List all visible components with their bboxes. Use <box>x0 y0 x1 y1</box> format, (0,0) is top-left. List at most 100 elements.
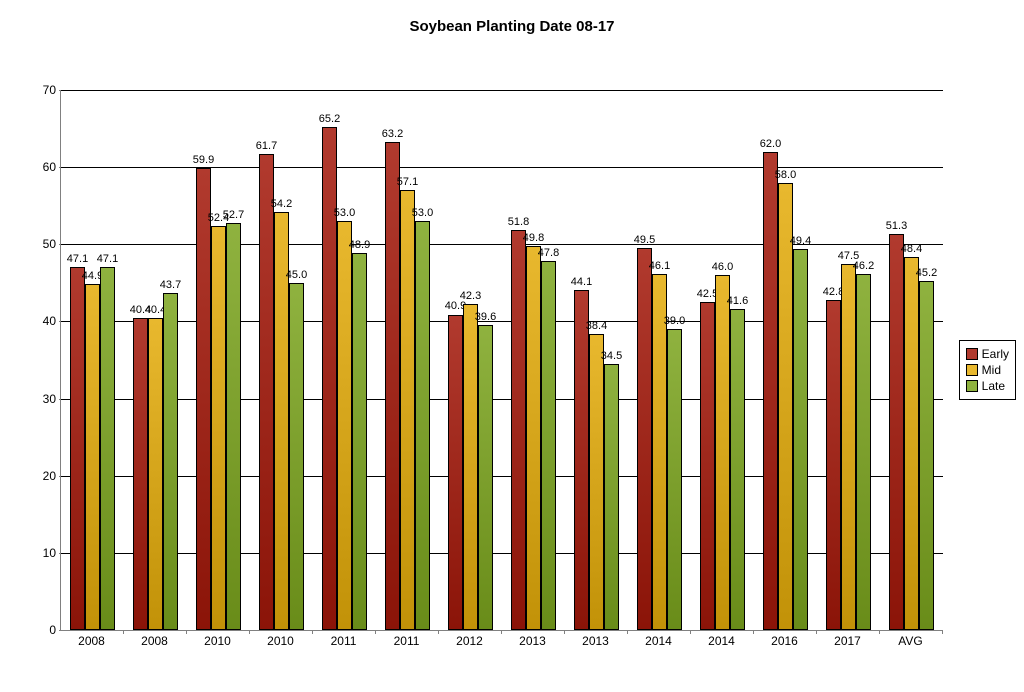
bar-late <box>352 253 367 630</box>
bar-value-label: 59.9 <box>193 154 214 166</box>
bar-mid <box>148 318 163 630</box>
bar-early <box>133 318 148 630</box>
legend-swatch <box>966 364 978 376</box>
bar-value-label: 43.7 <box>160 279 181 291</box>
gridline <box>61 399 943 400</box>
bar-value-label: 65.2 <box>319 113 340 125</box>
bar-late <box>163 293 178 630</box>
x-tick-label: 2010 <box>267 634 294 648</box>
legend-item-late: Late <box>966 379 1009 393</box>
bar-early <box>322 127 337 630</box>
gridline <box>61 321 943 322</box>
bar-value-label: 42.3 <box>460 290 481 302</box>
bar-value-label: 47.1 <box>97 253 118 265</box>
bar-value-label: 45.0 <box>286 269 307 281</box>
bar-late <box>856 274 871 630</box>
bar-value-label: 63.2 <box>382 128 403 140</box>
bar-mid <box>526 246 541 630</box>
bar-mid <box>85 284 100 630</box>
x-tick-label: 2016 <box>771 634 798 648</box>
bar-value-label: 48.4 <box>901 243 922 255</box>
bar-late <box>919 281 934 630</box>
bar-late <box>415 221 430 630</box>
bar-mid <box>400 190 415 630</box>
x-tick-label: 2013 <box>519 634 546 648</box>
bar-value-label: 51.8 <box>508 216 529 228</box>
bar-mid <box>652 274 667 630</box>
bar-mid <box>778 183 793 630</box>
bar-early <box>574 290 589 630</box>
bar-value-label: 34.5 <box>601 350 622 362</box>
y-tick-label: 40 <box>32 314 56 328</box>
bar-late <box>604 364 619 630</box>
bar-value-label: 61.7 <box>256 140 277 152</box>
bar-mid <box>463 304 478 630</box>
x-tick-label: 2014 <box>645 634 672 648</box>
bar-value-label: 62.0 <box>760 138 781 150</box>
x-tick-label: 2011 <box>394 634 420 648</box>
bar-early <box>826 300 841 630</box>
legend-label: Mid <box>982 363 1001 377</box>
bar-early <box>70 267 85 630</box>
legend: Early Mid Late <box>959 340 1016 400</box>
x-tick-label: 2017 <box>834 634 861 648</box>
x-tick-label: 2008 <box>78 634 105 648</box>
y-tick-label: 60 <box>32 160 56 174</box>
y-tick-label: 70 <box>32 83 56 97</box>
x-tick-label: 2012 <box>456 634 483 648</box>
gridline <box>61 90 943 91</box>
bar-early <box>637 248 652 630</box>
bar-mid <box>715 275 730 630</box>
gridline <box>61 553 943 554</box>
bar-mid <box>841 264 856 630</box>
bar-late <box>667 329 682 630</box>
bar-late <box>730 309 745 630</box>
bar-late <box>541 261 556 630</box>
gridline <box>61 476 943 477</box>
y-tick-label: 20 <box>32 469 56 483</box>
bar-early <box>511 230 526 630</box>
y-tick-label: 50 <box>32 237 56 251</box>
bar-early <box>385 142 400 630</box>
y-tick-label: 30 <box>32 392 56 406</box>
bar-value-label: 47.1 <box>67 253 88 265</box>
bar-early <box>448 315 463 631</box>
legend-label: Early <box>982 347 1009 361</box>
gridline <box>61 167 943 168</box>
bar-early <box>763 152 778 630</box>
chart-title: Soybean Planting Date 08-17 <box>0 0 1024 45</box>
plot-area: 47.144.947.140.440.443.759.952.452.761.7… <box>60 90 943 631</box>
x-tick-label: AVG <box>898 634 922 648</box>
bar-value-label: 54.2 <box>271 198 292 210</box>
bar-late <box>226 223 241 630</box>
bar-value-label: 52.7 <box>223 209 244 221</box>
legend-item-mid: Mid <box>966 363 1009 377</box>
x-tick-label: 2011 <box>331 634 357 648</box>
legend-item-early: Early <box>966 347 1009 361</box>
bar-value-label: 46.2 <box>853 260 874 272</box>
bar-early <box>196 168 211 630</box>
y-tick-label: 10 <box>32 546 56 560</box>
bar-value-label: 41.6 <box>727 295 748 307</box>
bar-value-label: 48.9 <box>349 239 370 251</box>
x-axis-labels: 2008200820102010201120112012201320132014… <box>60 634 942 654</box>
x-tick-label: 2010 <box>204 634 231 648</box>
bar-value-label: 46.1 <box>649 260 670 272</box>
legend-swatch <box>966 348 978 360</box>
bar-value-label: 57.1 <box>397 176 418 188</box>
bar-value-label: 46.0 <box>712 261 733 273</box>
bar-value-label: 49.8 <box>523 232 544 244</box>
bar-value-label: 39.0 <box>664 315 685 327</box>
bar-value-label: 38.4 <box>586 320 607 332</box>
legend-label: Late <box>982 379 1005 393</box>
bar-early <box>259 154 274 630</box>
bar-late <box>289 283 304 630</box>
bar-value-label: 58.0 <box>775 169 796 181</box>
y-tick-label: 0 <box>32 623 56 637</box>
chart-area: 010203040506070 47.144.947.140.440.443.7… <box>32 90 942 655</box>
bar-value-label: 45.2 <box>916 267 937 279</box>
bar-mid <box>904 257 919 630</box>
bar-mid <box>337 221 352 630</box>
bar-mid <box>211 226 226 630</box>
bar-value-label: 49.5 <box>634 234 655 246</box>
